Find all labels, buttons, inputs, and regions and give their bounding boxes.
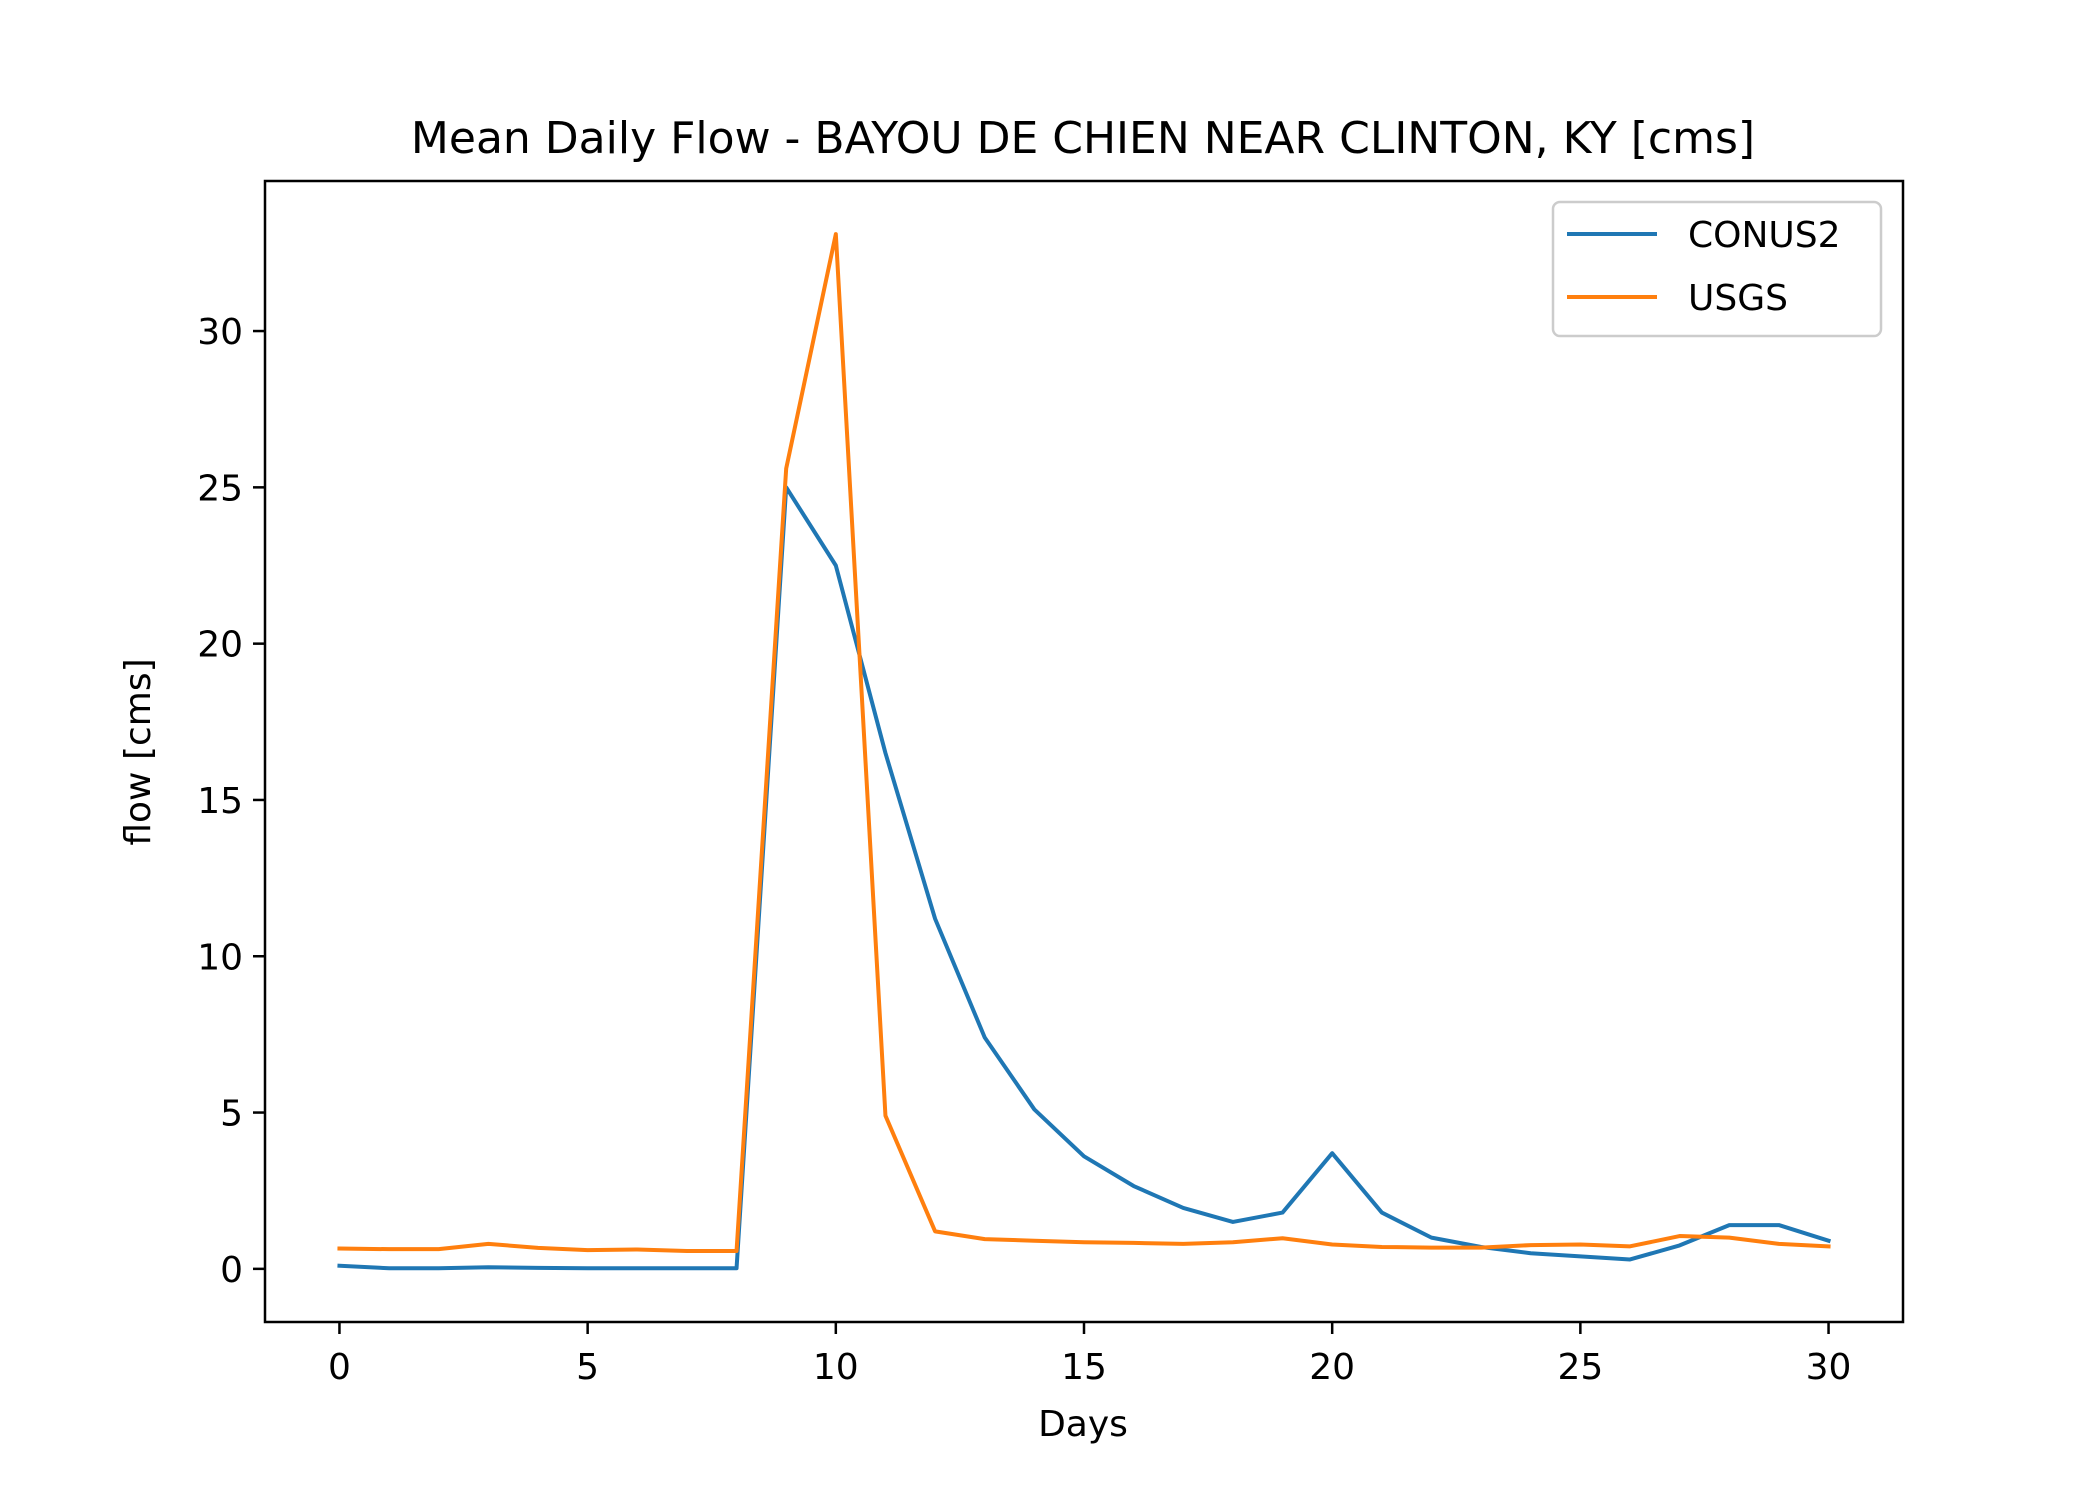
x-tick-label: 15 [1061, 1347, 1107, 1388]
series-layer [337, 232, 1832, 1271]
x-tick-label: 5 [576, 1347, 599, 1388]
legend: CONUS2 USGS [1551, 200, 1883, 338]
x-axis-label: Days [1038, 1404, 1128, 1445]
y-tick-label: 15 [197, 781, 243, 822]
y-tick-label: 30 [197, 312, 243, 353]
x-axis: 0 5 10 15 20 25 30 [328, 1322, 1851, 1388]
legend-label-conus2: CONUS2 [1688, 215, 1841, 256]
y-tick-label: 20 [197, 625, 243, 666]
x-tick-label: 20 [1309, 1347, 1355, 1388]
x-tick-label: 25 [1557, 1347, 1603, 1388]
y-axis: 0 5 10 15 20 25 30 [197, 312, 265, 1291]
y-tick-label: 10 [197, 937, 243, 978]
chart-title: Mean Daily Flow - BAYOU DE CHIEN NEAR CL… [411, 113, 1755, 164]
x-tick-label: 0 [328, 1347, 351, 1388]
y-axis-label: flow [cms] [118, 658, 159, 845]
y-tick-label: 0 [220, 1250, 243, 1291]
x-tick-label: 10 [813, 1347, 859, 1388]
y-tick-label: 25 [197, 468, 243, 509]
legend-label-usgs: USGS [1688, 278, 1788, 319]
y-tick-label: 5 [220, 1094, 243, 1135]
x-tick-label: 30 [1806, 1347, 1852, 1388]
